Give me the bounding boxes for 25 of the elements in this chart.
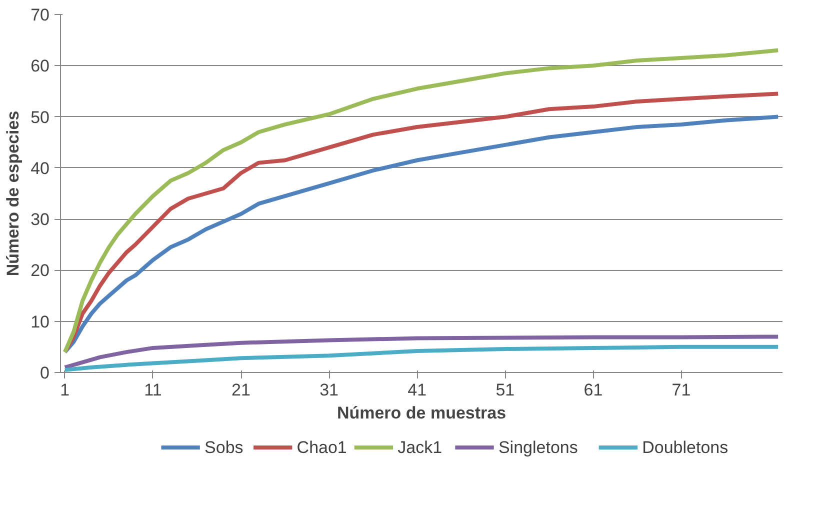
- y-tick-label: 10: [30, 312, 50, 332]
- x-axis-title: Número de muestras: [336, 404, 506, 422]
- legend-label: Jack1: [398, 438, 442, 457]
- y-tick-label: 60: [30, 56, 50, 76]
- y-tick-label: 70: [30, 6, 50, 24]
- x-tick-label: 71: [672, 380, 691, 400]
- y-tick-label: 50: [30, 108, 50, 127]
- legend-label: Singletons: [498, 438, 578, 457]
- y-tick-label: 0: [40, 364, 50, 382]
- x-tick-label: 1: [60, 380, 70, 400]
- legend-label: Sobs: [204, 438, 244, 457]
- y-axis-title: Número de especies: [4, 110, 23, 276]
- legend-label: Doubletons: [642, 438, 728, 457]
- x-tick-label: 11: [144, 380, 162, 400]
- legend-label: Chao1: [296, 438, 347, 457]
- x-tick-label: 31: [320, 380, 339, 400]
- y-tick-label: 20: [30, 261, 50, 280]
- y-tick-label: 40: [30, 158, 50, 178]
- line-series: [62, 334, 780, 370]
- x-tick-label: 41: [408, 380, 427, 400]
- line-series: [62, 344, 780, 372]
- x-tick-label: 51: [496, 380, 515, 400]
- y-tick-label: 30: [30, 210, 50, 230]
- x-tick-label: 21: [232, 380, 250, 400]
- x-tick-label: 61: [584, 380, 603, 400]
